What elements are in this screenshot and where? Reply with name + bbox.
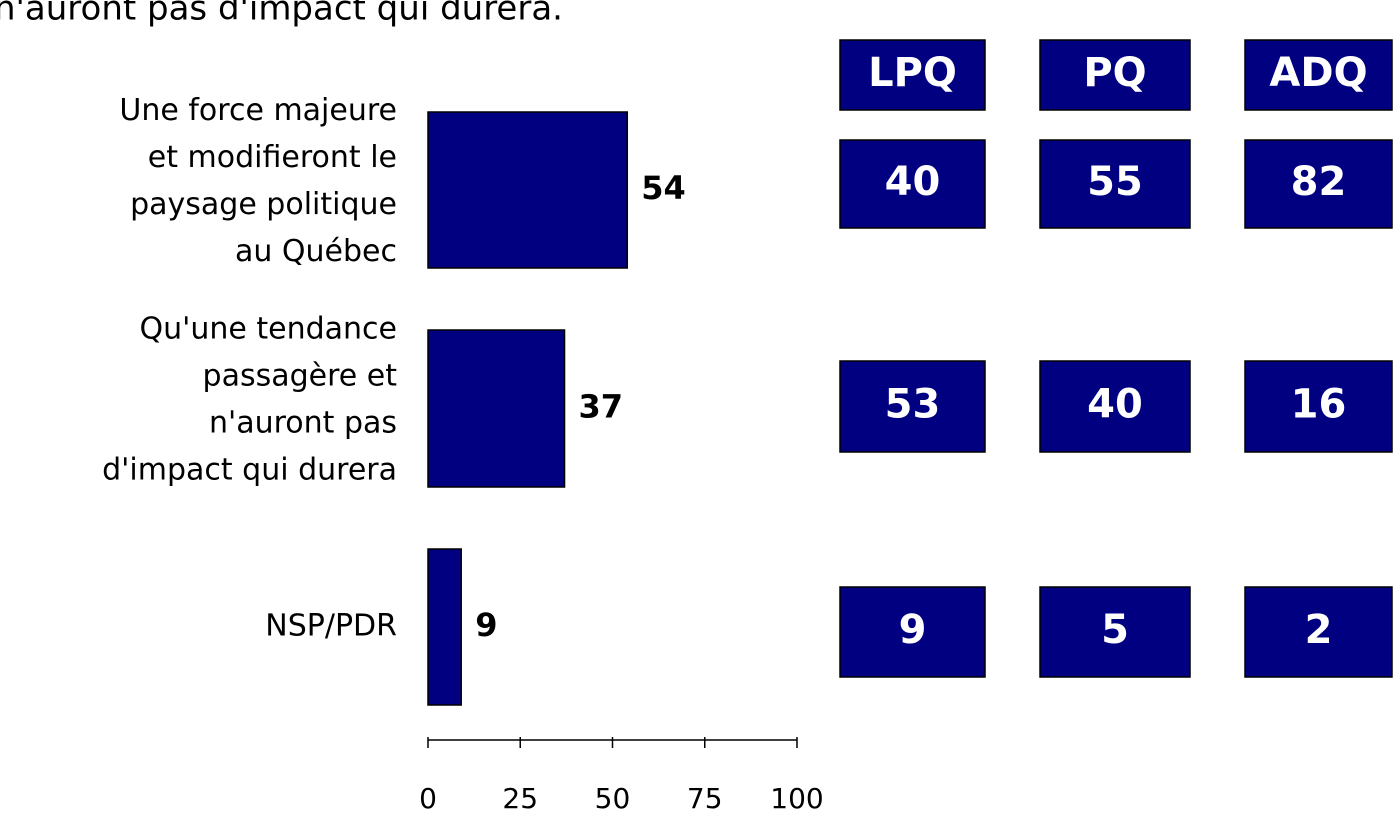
cell-value: 16 [1291, 382, 1347, 428]
value-label: 37 [579, 388, 624, 426]
category-label: NSP/PDR [265, 609, 397, 644]
value-label: 54 [641, 169, 686, 207]
bar [427, 329, 566, 488]
cell-box [1039, 586, 1191, 678]
category-label: n'auront pas [209, 406, 397, 441]
category-label: paysage politique [130, 187, 397, 222]
cell-value: 40 [885, 159, 941, 205]
column-header-box [839, 39, 986, 111]
bar [427, 548, 462, 706]
category-label: Une force majeure [119, 93, 397, 128]
column-header-box [1039, 39, 1191, 111]
x-tick-label: 0 [419, 782, 437, 814]
x-tick-label: 100 [770, 782, 823, 814]
cell-value: 53 [885, 382, 941, 428]
column-header: LPQ [868, 50, 957, 96]
cell-value: 82 [1291, 159, 1347, 205]
cell-value: 40 [1087, 382, 1143, 428]
category-label: et modifieront le [148, 140, 397, 175]
cell-box [839, 139, 986, 229]
cell-box [1039, 360, 1191, 453]
cell-box [1039, 139, 1191, 229]
cell-value: 5 [1101, 607, 1129, 653]
cell-box [1244, 586, 1393, 678]
category-label: d'impact qui durera [102, 453, 397, 488]
column-header: PQ [1083, 50, 1146, 96]
bar [427, 111, 629, 269]
value-label: 9 [475, 606, 497, 644]
cell-box [839, 586, 986, 678]
column-header-box [1244, 39, 1393, 111]
x-tick-label: 50 [595, 782, 631, 814]
x-tick-label: 25 [502, 782, 538, 814]
column-header: ADQ [1269, 50, 1367, 96]
cell-box [839, 360, 986, 453]
cell-box [1244, 139, 1393, 229]
cell-value: 2 [1305, 607, 1333, 653]
chart-title: n'auront pas d'impact qui durera. [0, 0, 563, 29]
category-label: Qu'une tendance [139, 312, 397, 347]
cell-box [1244, 360, 1393, 453]
cell-value: 55 [1087, 159, 1143, 205]
category-label: passagère et [203, 359, 398, 394]
category-label: au Québec [235, 234, 397, 269]
x-tick-label: 75 [687, 782, 723, 814]
cell-value: 9 [899, 607, 927, 653]
